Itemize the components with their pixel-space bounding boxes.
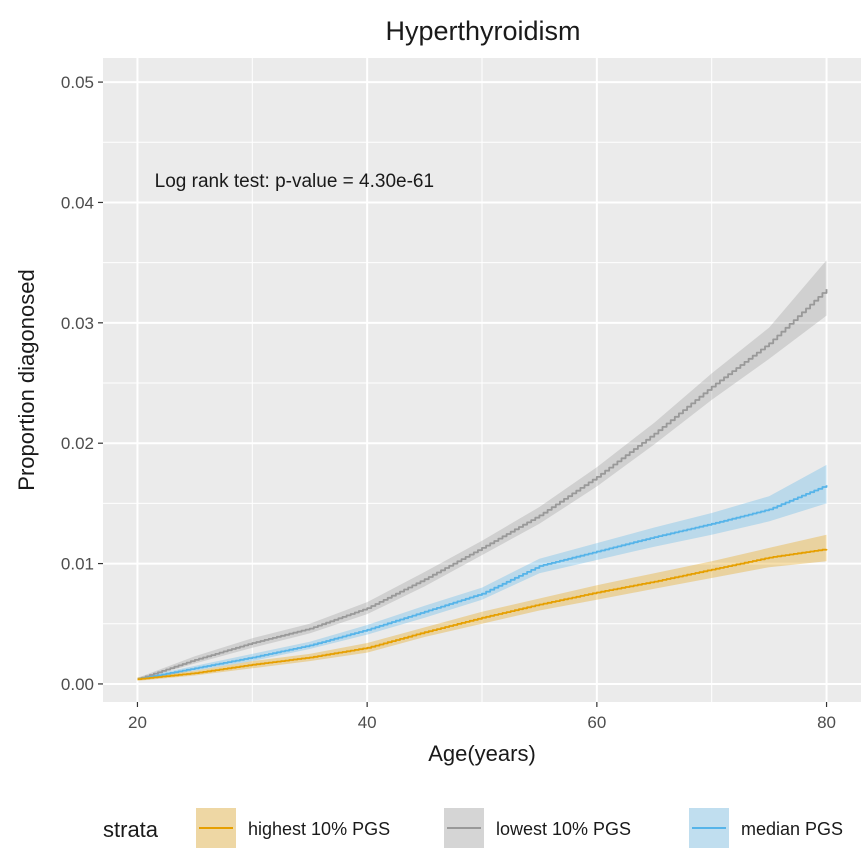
chart-title: Hyperthyroidism bbox=[385, 16, 580, 46]
survival-curve bbox=[137, 485, 828, 680]
y-tick-label: 0.02 bbox=[61, 434, 94, 453]
survival-curve bbox=[137, 289, 828, 680]
x-tick-label: 80 bbox=[817, 713, 836, 732]
legend-label: highest 10% PGS bbox=[248, 819, 390, 839]
y-tick-label: 0.03 bbox=[61, 314, 94, 333]
x-tick-label: 20 bbox=[128, 713, 147, 732]
y-tick-label: 0.01 bbox=[61, 555, 94, 574]
minor-grid bbox=[103, 58, 861, 702]
legend-title: strata bbox=[103, 817, 159, 842]
x-axis-title: Age(years) bbox=[428, 741, 536, 766]
logrank-annotation: Log rank test: p-value = 4.30e-61 bbox=[155, 171, 434, 192]
y-tick-label: 0.00 bbox=[61, 675, 94, 694]
y-tick-label: 0.04 bbox=[61, 193, 94, 212]
x-tick-label: 60 bbox=[587, 713, 606, 732]
survival-curve bbox=[137, 548, 828, 680]
legend: strata highest 10% PGS lowest 10% PGS medi… bbox=[103, 808, 843, 848]
legend-label: lowest 10% PGS bbox=[496, 819, 631, 839]
y-tick-label: 0.05 bbox=[61, 73, 94, 92]
axes: 20 40 60 80 0.00 0.01 0.02 0.03 0.04 0.05 bbox=[61, 73, 836, 732]
x-tick-label: 40 bbox=[358, 713, 377, 732]
y-axis-title: Proportion diagonosed bbox=[14, 269, 39, 490]
major-grid bbox=[103, 58, 861, 702]
survival-lines bbox=[137, 289, 828, 680]
legend-label: median PGS bbox=[741, 819, 843, 839]
